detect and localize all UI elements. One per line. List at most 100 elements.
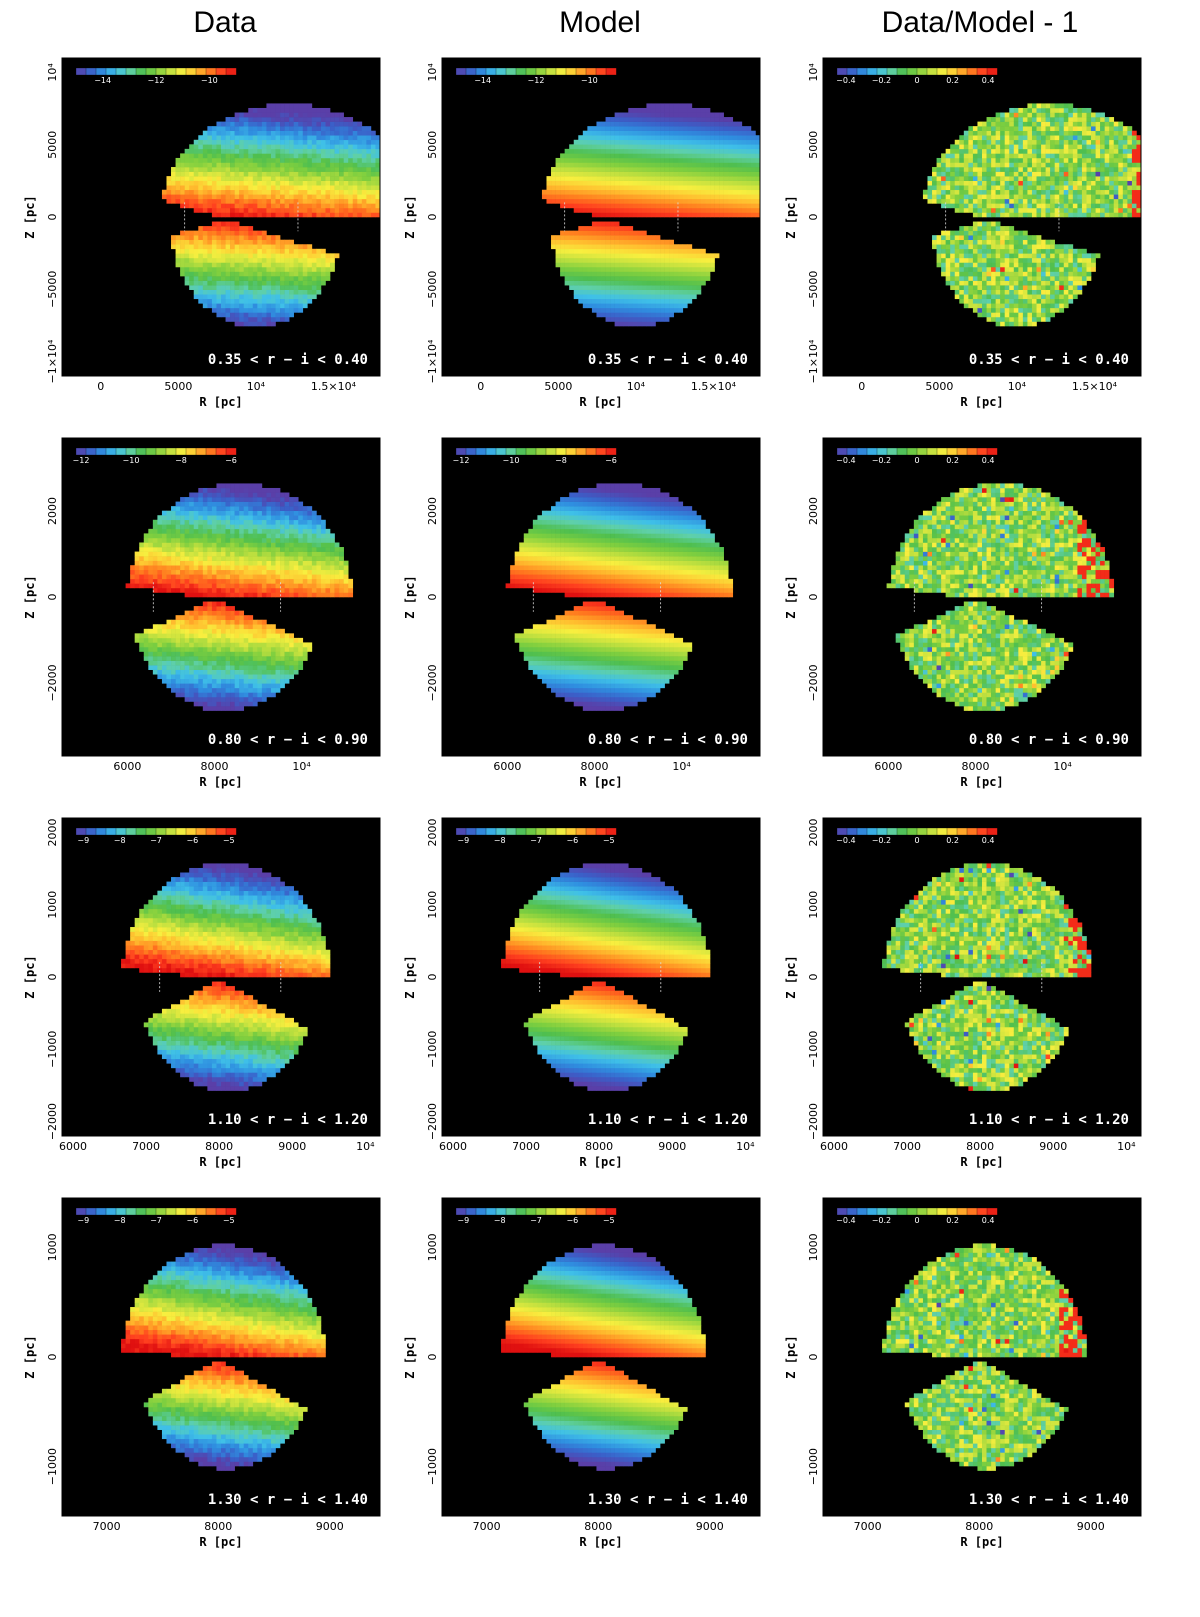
heatmap-cell	[302, 139, 308, 145]
heatmap-cell	[1022, 139, 1028, 145]
heatmap-cell	[972, 135, 978, 141]
heatmap-cell	[339, 130, 344, 136]
heatmap-cell	[366, 189, 372, 195]
heatmap-cell	[275, 262, 281, 268]
heatmap-cell	[555, 185, 561, 191]
heatmap-cell	[275, 239, 281, 245]
heatmap-cell	[130, 578, 135, 584]
heatmap-cell	[954, 280, 960, 286]
heatmap-cell	[348, 212, 354, 218]
heatmap-cell	[234, 226, 240, 231]
heatmap-cell	[927, 180, 933, 186]
heatmap-cell	[587, 235, 593, 241]
colorbar-segment	[215, 67, 227, 76]
heatmap-cell	[732, 194, 738, 200]
heatmap-cell	[991, 157, 996, 163]
heatmap-cell	[541, 189, 547, 195]
heatmap-cell	[184, 171, 190, 177]
heatmap-cell	[1059, 144, 1065, 150]
heatmap-cell	[252, 244, 258, 250]
heatmap-cell	[669, 303, 674, 309]
heatmap-cell	[1031, 253, 1037, 259]
heatmap-cell	[1013, 212, 1019, 218]
heatmap-cell	[601, 280, 606, 286]
heatmap-cell	[1091, 148, 1096, 154]
heatmap-cell	[1109, 139, 1115, 145]
heatmap-cell	[995, 253, 1001, 259]
heatmap-cell	[610, 167, 615, 172]
heatmap-cell	[641, 189, 647, 195]
heatmap-cell	[678, 171, 684, 177]
heatmap-cell	[719, 180, 724, 186]
heatmap-cell	[1009, 153, 1015, 159]
heatmap-cell	[732, 176, 738, 181]
heatmap-cell	[959, 239, 965, 245]
heatmap-cell	[148, 560, 154, 566]
heatmap-cell	[968, 194, 974, 200]
heatmap-cell	[248, 157, 254, 163]
heatmap-cell	[669, 285, 674, 290]
heatmap-cell	[207, 157, 213, 163]
heatmap-cell	[361, 176, 367, 181]
heatmap-cell	[1041, 248, 1046, 254]
heatmap-cell	[605, 266, 611, 272]
heatmap-cell	[234, 321, 240, 327]
heatmap-cell	[982, 307, 987, 313]
heatmap-cell	[1136, 185, 1142, 191]
heatmap-cell	[1072, 180, 1078, 186]
heatmap-cell	[723, 135, 729, 141]
heatmap-cell	[573, 294, 579, 300]
heatmap-cell	[266, 239, 272, 245]
heatmap-cell	[982, 176, 987, 181]
heatmap-cell	[641, 148, 647, 154]
heatmap-cell	[1104, 176, 1110, 181]
heatmap-cell	[1050, 298, 1055, 304]
colorbar-segment	[205, 67, 217, 76]
heatmap-cell	[307, 189, 313, 195]
heatmap-cell	[596, 130, 602, 136]
heatmap-cell	[1100, 171, 1105, 177]
heatmap-cell	[157, 565, 163, 571]
heatmap-cell	[211, 148, 217, 154]
heatmap-cell	[728, 117, 734, 122]
heatmap-cell	[280, 298, 285, 304]
x-tick-label: 5000	[164, 380, 192, 393]
colorbar-segment	[946, 67, 958, 76]
heatmap-cell	[1100, 157, 1105, 163]
heatmap-cell	[275, 280, 281, 286]
heatmap-cell	[968, 157, 974, 163]
heatmap-cell	[619, 117, 625, 122]
colorbar-segment	[555, 67, 567, 76]
heatmap-cell	[289, 148, 294, 154]
heatmap-cell	[650, 212, 656, 218]
heatmap-cell	[298, 176, 304, 181]
heatmap-cell	[991, 126, 996, 131]
heatmap-cell	[239, 194, 245, 200]
heatmap-cell	[945, 157, 951, 163]
heatmap-cell	[298, 280, 304, 286]
heatmap-cell	[198, 207, 204, 213]
heatmap-cell	[248, 307, 254, 313]
heatmap-cell	[610, 294, 615, 300]
heatmap-cell	[564, 180, 570, 186]
heatmap-cell	[660, 126, 665, 131]
heatmap-cell	[632, 157, 638, 163]
heatmap-cell	[248, 285, 254, 290]
heatmap-cell	[578, 271, 584, 277]
heatmap-cell	[628, 312, 634, 318]
heatmap-cell	[982, 194, 987, 200]
heatmap-cell	[243, 289, 249, 295]
heatmap-cell	[1004, 180, 1010, 186]
heatmap-cell	[1100, 167, 1105, 172]
heatmap-cell	[582, 230, 588, 236]
heatmap-cell	[1122, 176, 1128, 181]
y-tick-label: 0	[807, 214, 820, 221]
heatmap-cell	[954, 185, 960, 191]
heatmap-cell	[1041, 212, 1046, 218]
heatmap-cell	[687, 198, 693, 204]
heatmap-cell	[569, 253, 575, 259]
heatmap-cell	[257, 257, 263, 263]
heatmap-cell	[293, 157, 299, 163]
heatmap-cell	[601, 153, 606, 159]
heatmap-cell	[632, 130, 638, 136]
